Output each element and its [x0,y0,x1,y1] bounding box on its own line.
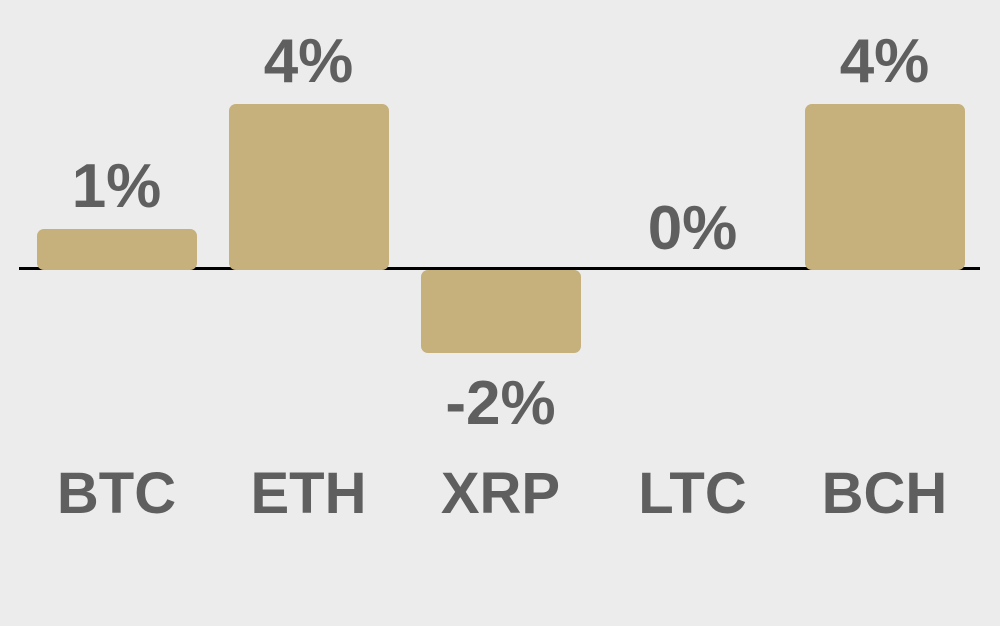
value-label-eth: 4% [263,27,354,96]
bar-xrp [420,270,581,353]
value-label-ltc: 0% [647,194,738,263]
value-label-xrp: -2% [445,369,556,438]
value-label-bch: 4% [839,27,930,96]
category-label-eth: ETH [250,461,367,526]
category-label-xrp: XRP [440,461,561,526]
bar-btc [36,228,197,270]
x-axis-line [19,267,980,270]
bar-bch [804,104,965,270]
category-label-ltc: LTC [638,461,747,526]
value-label-btc: 1% [71,151,162,221]
category-label-bch: BCH [821,461,948,526]
bar-eth [228,104,389,270]
category-label-btc: BTC [56,461,177,526]
